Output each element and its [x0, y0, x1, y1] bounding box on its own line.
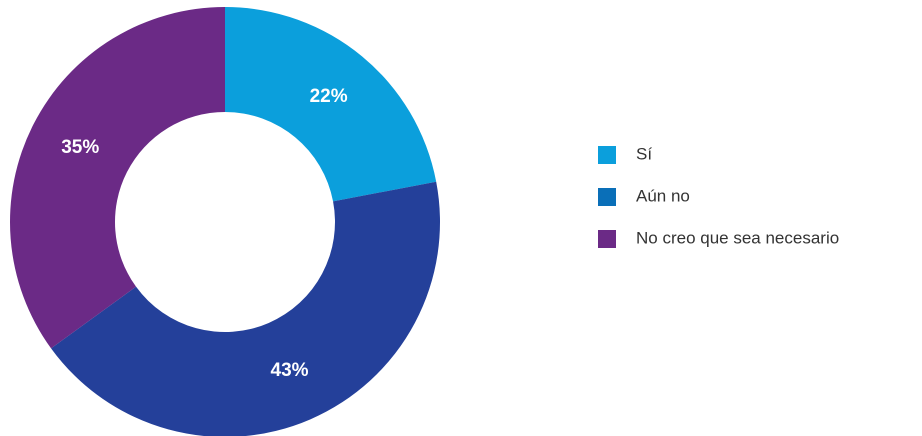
- slice-label: 22%: [310, 86, 348, 107]
- pie-slice: [10, 6, 225, 349]
- legend-swatch: [598, 146, 616, 164]
- pie-slice: [225, 7, 437, 202]
- legend-label: No creo que sea necesario: [636, 228, 839, 247]
- legend-swatch: [598, 230, 616, 248]
- slice-label: 43%: [271, 360, 309, 381]
- pie-slice: [51, 181, 440, 436]
- legend-label: Sí: [636, 144, 652, 163]
- legend-swatch: [598, 188, 616, 206]
- legend-label: Aún no: [636, 186, 690, 205]
- slice-label: 35%: [61, 137, 99, 158]
